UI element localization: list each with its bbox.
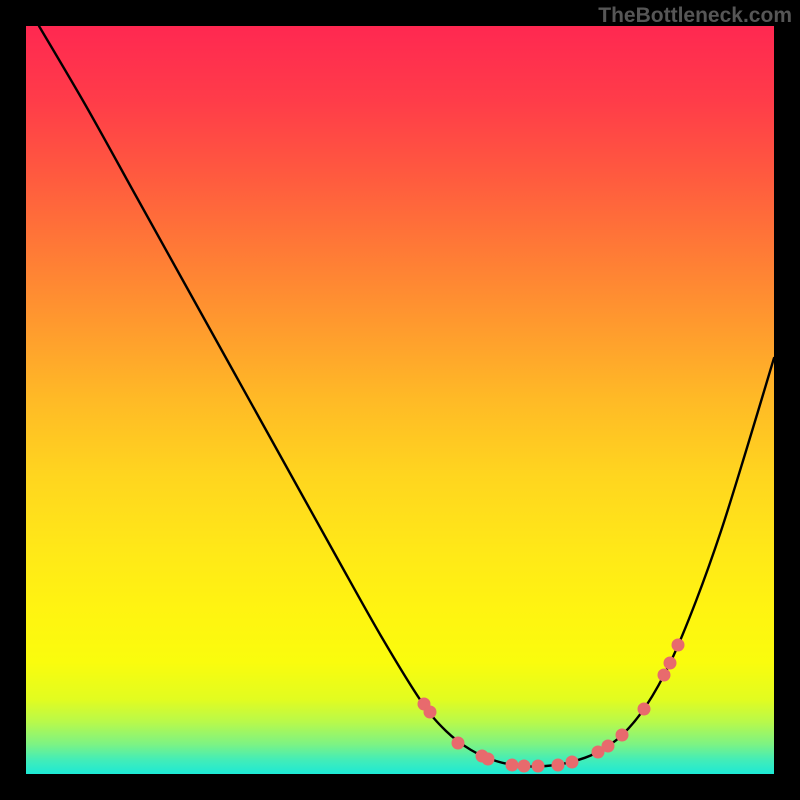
data-marker: [552, 759, 564, 771]
data-marker: [602, 740, 614, 752]
plot-area: [26, 26, 774, 774]
data-marker: [616, 729, 628, 741]
chart-frame: TheBottleneck.com: [0, 0, 800, 800]
data-marker: [638, 703, 650, 715]
gradient-background: [26, 26, 774, 774]
chart-svg: [26, 26, 774, 774]
data-marker: [452, 737, 464, 749]
data-marker: [506, 759, 518, 771]
data-marker: [482, 753, 494, 765]
data-marker: [672, 639, 684, 651]
data-marker: [658, 669, 670, 681]
attribution-text: TheBottleneck.com: [598, 4, 792, 28]
data-marker: [566, 756, 578, 768]
data-marker: [518, 760, 530, 772]
data-marker: [532, 760, 544, 772]
data-marker: [664, 657, 676, 669]
data-marker: [424, 706, 436, 718]
